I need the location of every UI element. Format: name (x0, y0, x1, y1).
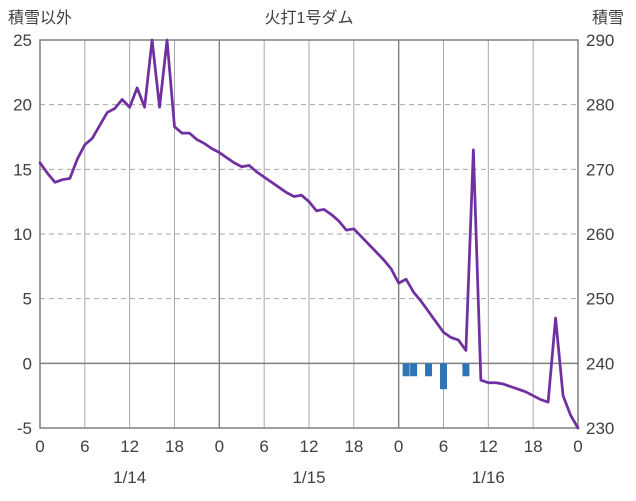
x-tick-label: 0 (394, 437, 403, 456)
x-tick-label: 18 (344, 437, 363, 456)
y-right-tick-label: 290 (586, 31, 614, 50)
y-right-tick-label: 270 (586, 160, 614, 179)
y-right-tick-label: 260 (586, 225, 614, 244)
right-axis-title: 積雪 (591, 10, 624, 27)
x-tick-label: 0 (215, 437, 224, 456)
y-left-tick-label: -5 (17, 419, 32, 438)
bar (410, 363, 418, 377)
snow-depth-line (38, 38, 580, 430)
chart-title: 火打1号ダム (264, 10, 354, 27)
y-right-tick-label: 240 (586, 354, 614, 373)
bar (425, 363, 433, 377)
day-label: 1/15 (292, 468, 325, 487)
y-left-tick-label: 5 (23, 290, 32, 309)
x-tick-label: 6 (80, 437, 89, 456)
x-tick-label: 6 (439, 437, 448, 456)
x-tick-label: 12 (479, 437, 498, 456)
y-left-tick-label: 0 (23, 354, 32, 373)
day-label: 1/14 (113, 468, 146, 487)
y-left-tick-label: 20 (13, 96, 32, 115)
y-left-tick-label: 10 (13, 225, 32, 244)
x-tick-label: 0 (573, 437, 582, 456)
bar (402, 363, 410, 377)
x-tick-label: 18 (524, 437, 543, 456)
y-left-tick-label: 15 (13, 160, 32, 179)
bar (462, 363, 470, 377)
y-right-tick-label: 230 (586, 419, 614, 438)
left-axis-title: 積雪以外 (8, 10, 73, 27)
y-right-tick-label: 250 (586, 290, 614, 309)
x-tick-label: 6 (259, 437, 268, 456)
x-tick-label: 0 (35, 437, 44, 456)
x-tick-label: 12 (300, 437, 319, 456)
x-tick-label: 12 (120, 437, 139, 456)
bar (440, 363, 447, 390)
x-tick-label: 18 (165, 437, 184, 456)
y-right-tick-label: 280 (586, 96, 614, 115)
plot-border (39, 39, 579, 429)
day-label: 1/16 (472, 468, 505, 487)
y-left-tick-label: 25 (13, 31, 32, 50)
